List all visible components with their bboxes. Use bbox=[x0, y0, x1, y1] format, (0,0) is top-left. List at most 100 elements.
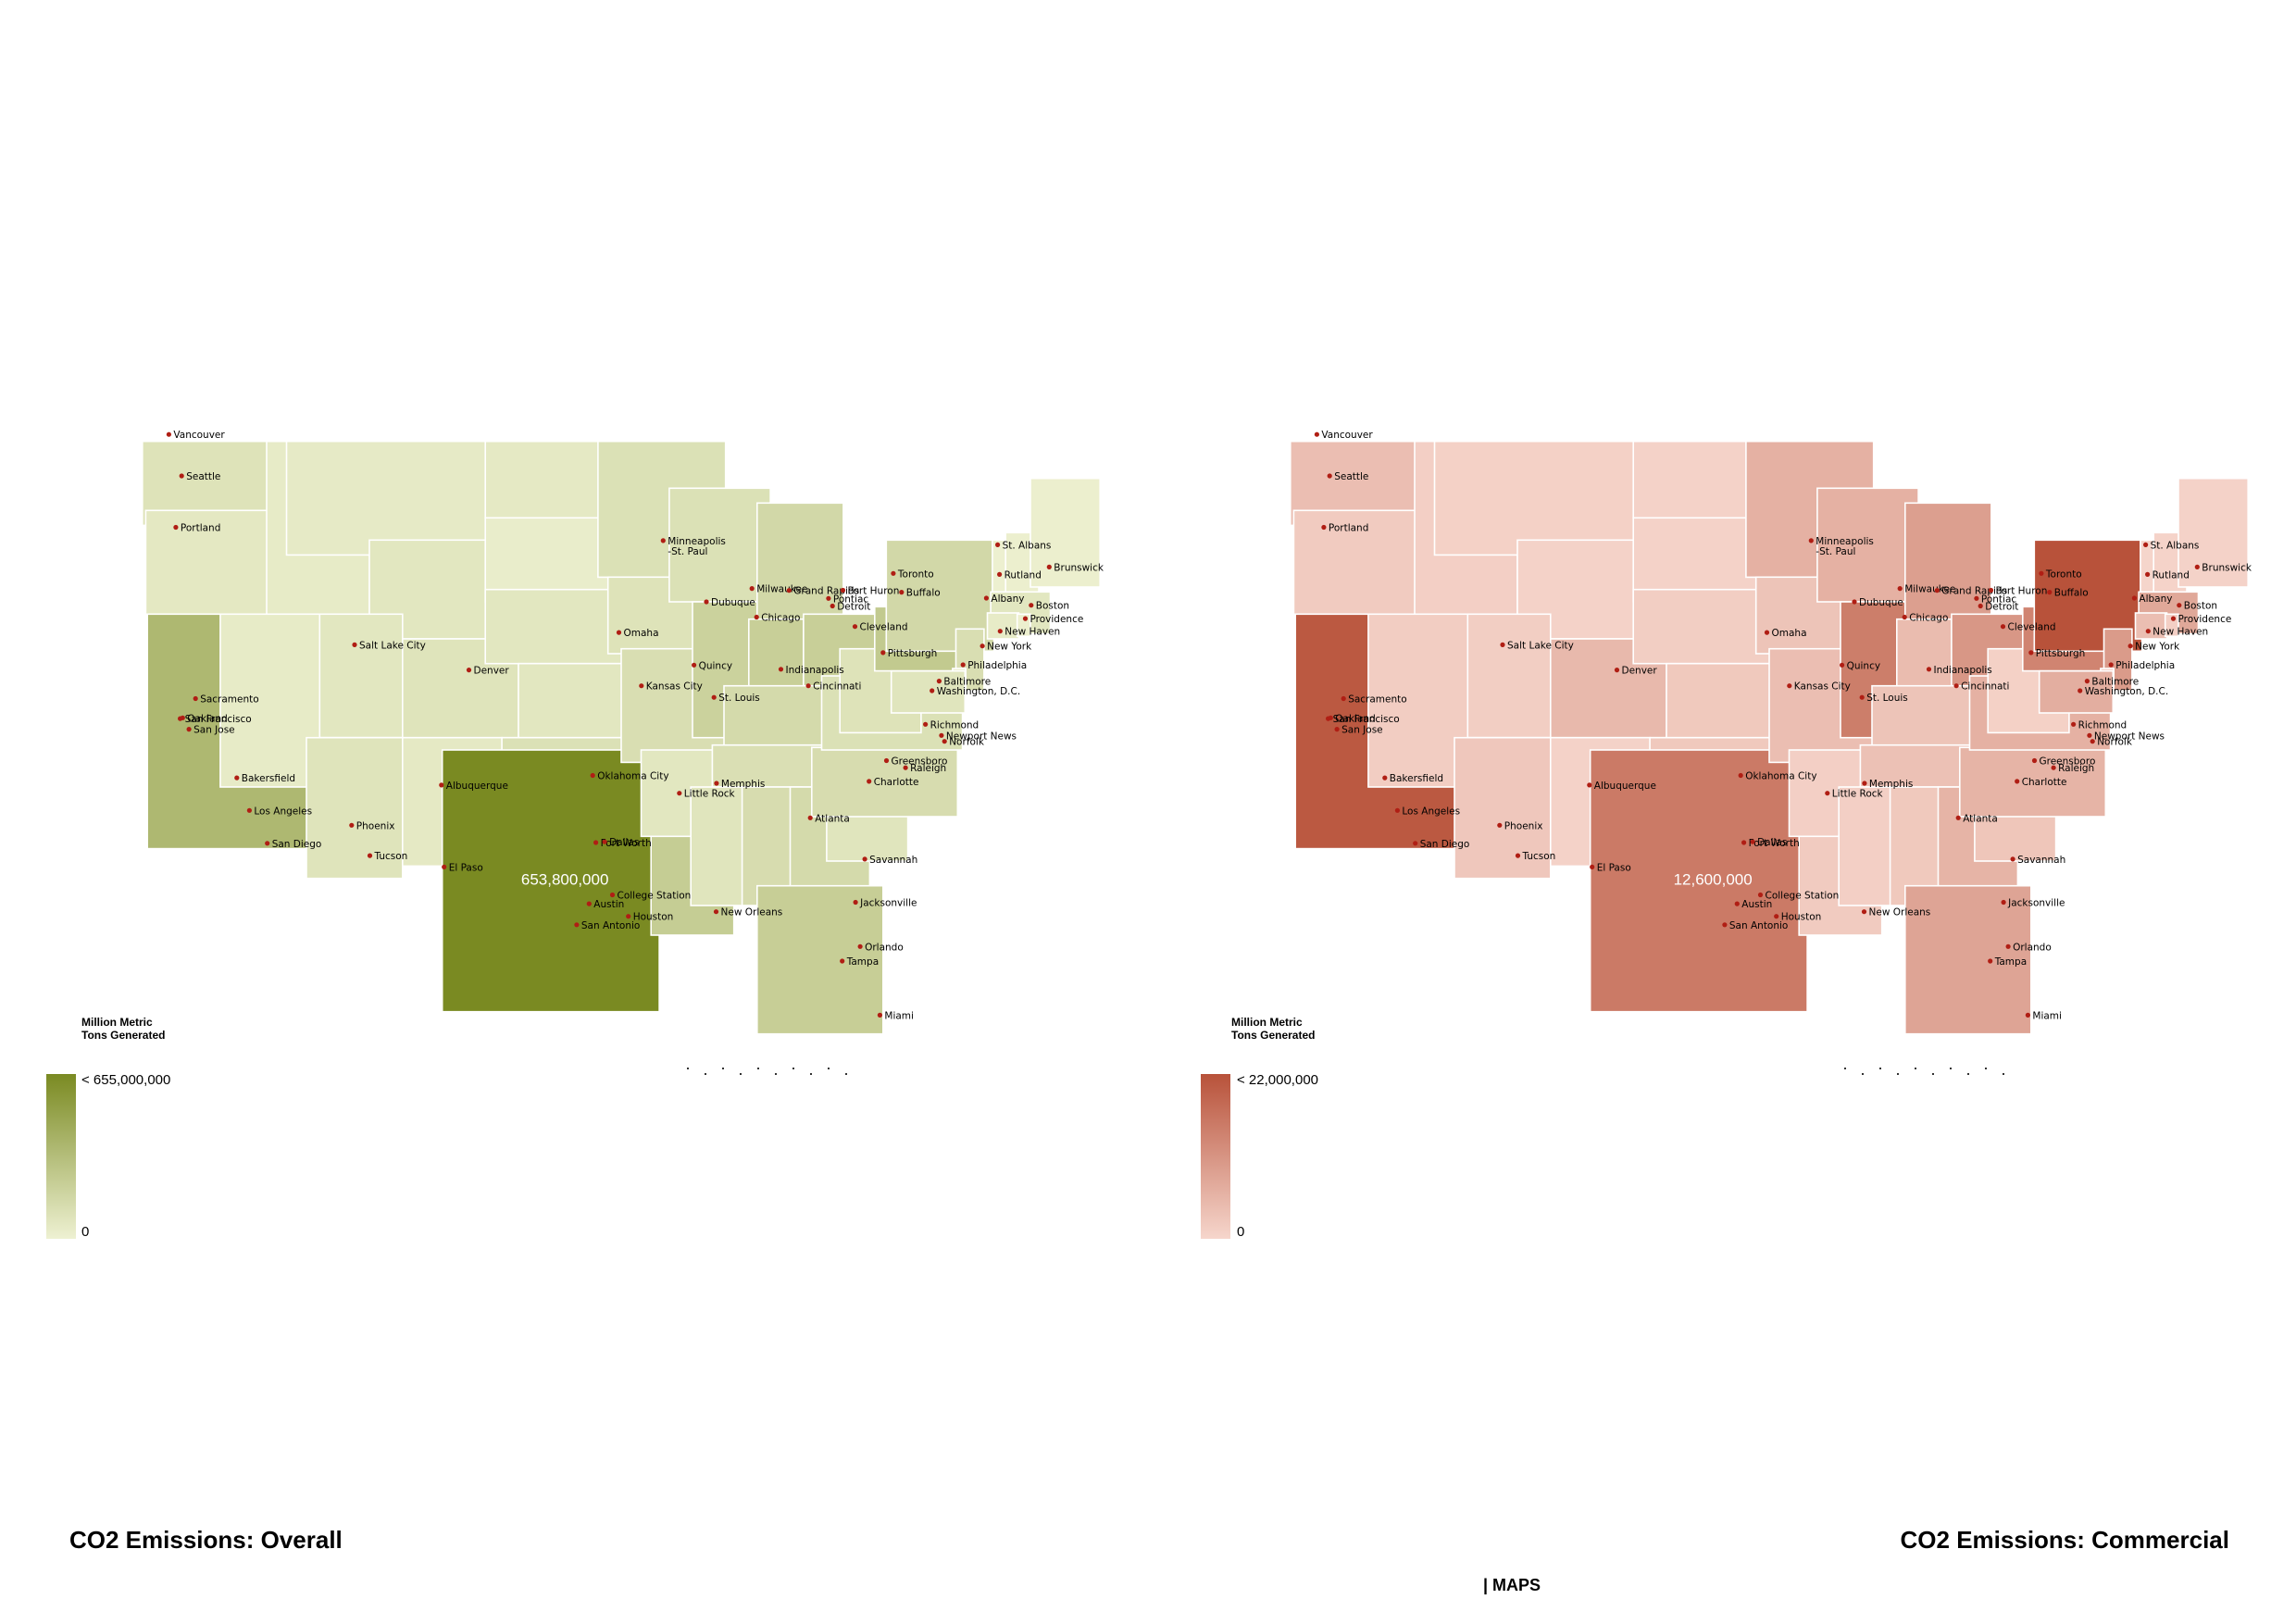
overall-city-label: New Orleans bbox=[721, 907, 783, 918]
commercial-state-nv bbox=[1367, 613, 1469, 788]
overall-state-fl bbox=[755, 884, 884, 1035]
commercial-city-dot bbox=[1840, 662, 1845, 668]
overall-city-label: Sacramento bbox=[200, 694, 259, 706]
commercial-city-label: Pontiac bbox=[1981, 593, 2017, 605]
overall-city-dot bbox=[852, 624, 858, 630]
commercial-city-label: Oakland bbox=[1335, 713, 1375, 724]
commercial-city-label: Orlando bbox=[2013, 942, 2052, 953]
overall-city-label: College Station bbox=[618, 891, 692, 902]
commercial-city-dot bbox=[1413, 841, 1418, 846]
commercial-texas-value-label: 12,600,000 bbox=[1674, 870, 1753, 888]
commercial-city-dot bbox=[1382, 775, 1388, 781]
commercial-state-md bbox=[2038, 669, 2115, 714]
overall-city-dot bbox=[830, 603, 835, 609]
overall-city-dot bbox=[960, 662, 966, 668]
overall-states bbox=[142, 440, 1101, 1035]
overall-city-dot bbox=[660, 538, 666, 543]
overall-city-label: Tucson bbox=[374, 851, 408, 862]
overall-city-label: Pittsburgh bbox=[888, 648, 938, 659]
commercial-city-label: Miami bbox=[2032, 1010, 2062, 1021]
commercial-city-dot bbox=[1757, 892, 1764, 898]
overall-state-mt bbox=[285, 440, 487, 556]
overall-city-dot bbox=[997, 629, 1003, 634]
overall-city-label: Savannah bbox=[869, 855, 917, 866]
overall-city-label: Buffalo bbox=[906, 588, 941, 599]
overall-city-label: Denver bbox=[474, 666, 510, 677]
overall-city-dot bbox=[883, 757, 890, 764]
overall-state-md bbox=[890, 669, 967, 714]
commercial-city-label: Port Huron bbox=[1996, 586, 2048, 597]
overall-city-label: Cleveland bbox=[860, 622, 908, 633]
overall-city-label: Washington, D.C. bbox=[937, 686, 1020, 697]
commercial-city-dot bbox=[1314, 431, 1319, 437]
overall-city-label: Raleigh bbox=[910, 763, 946, 774]
commercial-city-dot bbox=[1741, 840, 1747, 845]
legend-title-overall: Million Metric Tons Generated bbox=[81, 1016, 166, 1042]
overall-city-label: Port Huron bbox=[848, 586, 900, 597]
overall-city-dot bbox=[704, 599, 709, 605]
commercial-city-label: Kansas City bbox=[1794, 681, 1851, 693]
overall-city-dot bbox=[786, 588, 792, 593]
commercial-city-dot bbox=[1902, 614, 1907, 620]
commercial-city-dot bbox=[2025, 1012, 2030, 1018]
commercial-city-dot bbox=[1394, 807, 1400, 813]
overall-city-label: Newport News bbox=[946, 731, 1017, 742]
commercial-city-dot bbox=[1515, 853, 1521, 858]
commercial-city-label: Memphis bbox=[1869, 779, 1913, 790]
commercial-state-me bbox=[2177, 477, 2249, 588]
overall-city-dot bbox=[593, 840, 599, 845]
commercial-city-label: Albany bbox=[2139, 593, 2172, 605]
overall-city-dot bbox=[586, 901, 592, 906]
overall-city-dot bbox=[677, 791, 682, 796]
overall-city-label: Norfolk bbox=[949, 737, 985, 748]
overall-city-dot bbox=[899, 590, 905, 595]
overall-city-dot bbox=[1046, 564, 1052, 570]
commercial-city-dot bbox=[1341, 695, 1346, 702]
commercial-city-dot bbox=[1764, 630, 1770, 635]
commercial-city-label: Bakersfield bbox=[1390, 773, 1443, 784]
overall-city-dot bbox=[186, 727, 192, 732]
overall-city-label: Orlando bbox=[865, 942, 904, 953]
overall-city-dot bbox=[466, 668, 472, 673]
overall-city-label: San Francisco bbox=[185, 714, 252, 725]
legend-gradient-commercial bbox=[1201, 1074, 1230, 1239]
overall-city-dot bbox=[265, 841, 270, 846]
commercial-city-label: New Haven bbox=[2152, 627, 2208, 638]
overall-city-dot bbox=[880, 650, 886, 656]
scale-bar-tick bbox=[828, 1068, 830, 1069]
commercial-city-label: San Jose bbox=[1341, 725, 1383, 736]
commercial-city-dot bbox=[1859, 694, 1865, 700]
overall-city-dot bbox=[749, 586, 755, 592]
commercial-city-dot bbox=[2031, 757, 2038, 764]
overall-state-nv bbox=[219, 613, 321, 788]
commercial-city-dot bbox=[1722, 922, 1728, 928]
overall-city-label: Dubuque bbox=[711, 597, 755, 608]
commercial-city-label: Dallas bbox=[1757, 837, 1787, 848]
commercial-state-fl bbox=[1903, 884, 2032, 1035]
commercial-city-dot bbox=[2143, 542, 2149, 548]
overall-city-label: Charlotte bbox=[874, 777, 919, 788]
overall-emissions-map: 653,800,000 Vancouver Seattle Portland San F… bbox=[142, 430, 1104, 1035]
overall-city-label: San Jose bbox=[193, 725, 235, 736]
commercial-city-label: Dubuque bbox=[1859, 597, 1903, 608]
commercial-city-label: Newport News bbox=[2094, 731, 2165, 742]
commercial-city-label: Savannah bbox=[2017, 855, 2065, 866]
overall-city-label: Quincy bbox=[699, 660, 732, 671]
overall-state-nd bbox=[484, 440, 609, 519]
panel-title-overall: CO2 Emissions: Overall bbox=[69, 1526, 343, 1554]
overall-city-dot bbox=[193, 695, 198, 702]
overall-city-label: Oklahoma City bbox=[597, 771, 668, 782]
commercial-state-mt bbox=[1433, 440, 1635, 556]
commercial-city-label: Cincinnati bbox=[1961, 681, 2009, 693]
overall-state-wi bbox=[668, 487, 771, 603]
legend-min-label-overall: 0 bbox=[81, 1224, 90, 1240]
overall-state-me bbox=[1029, 477, 1101, 588]
overall-city-label: Houston bbox=[633, 912, 674, 923]
overall-state-or bbox=[144, 509, 280, 616]
overall-city-dot bbox=[942, 739, 947, 744]
commercial-city-label: Omaha bbox=[1772, 628, 1807, 639]
commercial-city-label: Richmond bbox=[2078, 719, 2128, 731]
overall-city-dot bbox=[616, 630, 622, 635]
commercial-city-label: Portland bbox=[1329, 523, 1369, 534]
overall-city-dot bbox=[439, 782, 444, 788]
